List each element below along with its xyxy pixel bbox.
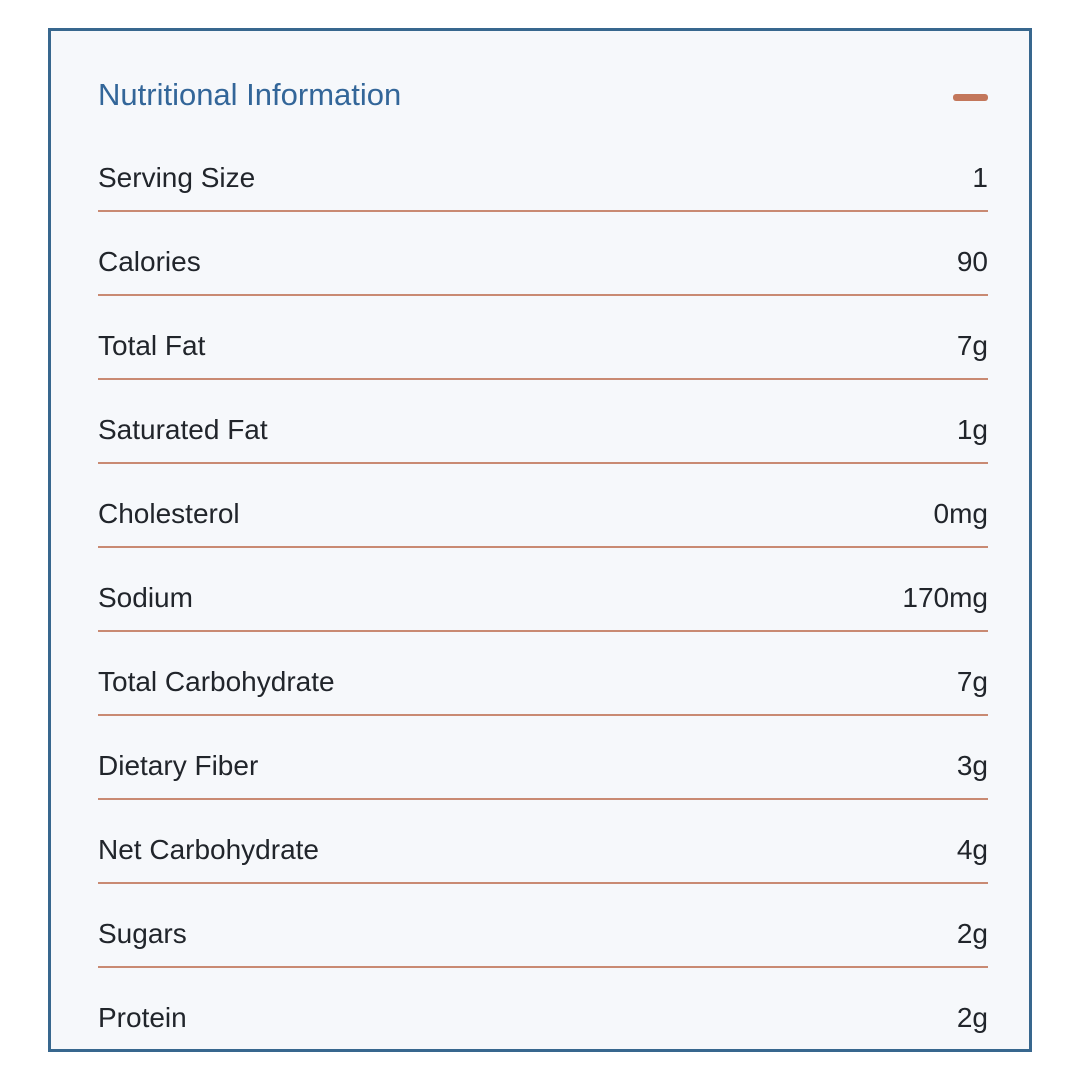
nutrient-label: Cholesterol: [98, 498, 240, 529]
nutrition-row: Serving Size 1: [98, 128, 988, 212]
nutrition-row: Saturated Fat 1g: [98, 380, 988, 464]
panel-title: Nutritional Information: [98, 77, 402, 112]
nutrient-label: Dietary Fiber: [98, 750, 259, 781]
nutrient-value: 7g: [956, 666, 988, 697]
nutrition-row: Calories 90: [98, 212, 988, 296]
nutrition-row: Cholesterol 0mg: [98, 464, 988, 548]
nutrient-label: Protein: [98, 1002, 187, 1033]
nutrient-value: 0mg: [933, 498, 988, 529]
nutrient-label: Net Carbohydrate: [98, 834, 320, 865]
nutrient-value: 2g: [956, 918, 988, 949]
nutrient-label: Sugars: [98, 918, 187, 949]
nutrient-label: Sodium: [98, 582, 193, 613]
nutrient-value: 7g: [956, 330, 988, 361]
nutrient-value: 2g: [956, 1002, 988, 1033]
nutrient-label: Total Carbohydrate: [98, 666, 335, 697]
nutrition-row: Total Fat 7g: [98, 296, 988, 380]
nutrient-value: 1g: [956, 414, 988, 445]
nutritional-information-panel: Nutritional Information Serving Size 1 C…: [48, 28, 1032, 1052]
nutrient-label: Serving Size: [98, 162, 256, 193]
nutrition-row: Sugars 2g: [98, 884, 988, 968]
nutrient-label: Calories: [98, 246, 201, 277]
nutrient-value: 170mg: [902, 582, 988, 613]
nutrition-row: Total Carbohydrate 7g: [98, 632, 988, 716]
nutritional-information-header[interactable]: Nutritional Information: [98, 31, 988, 128]
nutrition-rows: Serving Size 1 Calories 90 Total Fat 7g …: [98, 128, 988, 1049]
nutrient-value: 1: [972, 162, 988, 193]
nutrition-row: Protein 2g: [98, 968, 988, 1049]
nutrient-label: Saturated Fat: [98, 414, 268, 445]
nutrient-label: Total Fat: [98, 330, 206, 361]
nutrient-value: 3g: [956, 750, 988, 781]
collapse-minus-icon[interactable]: [953, 94, 988, 101]
nutrition-row: Sodium 170mg: [98, 548, 988, 632]
nutrient-value: 90: [956, 246, 988, 277]
nutrition-row: Net Carbohydrate 4g: [98, 800, 988, 884]
nutrient-value: 4g: [956, 834, 988, 865]
nutrition-row: Dietary Fiber 3g: [98, 716, 988, 800]
